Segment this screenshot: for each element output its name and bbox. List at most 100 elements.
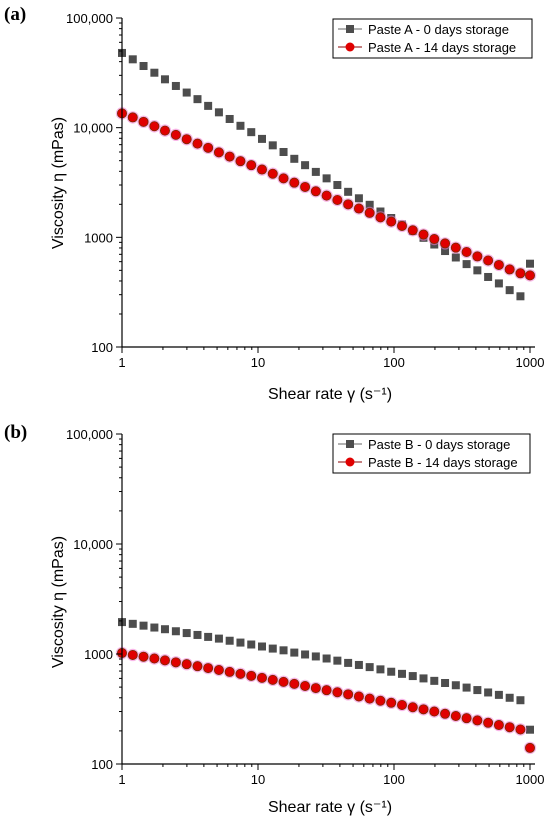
y-tick-label: 1000 [84,647,113,662]
data-point-square [484,272,493,281]
series-2-points [117,648,536,753]
data-point-square [225,114,234,123]
data-point-circle [440,238,451,249]
axis-tick-labels: 1 10 100 1000 100 1000 10,000 100,000 [66,11,544,370]
data-point-square [473,266,482,275]
data-point-circle [213,665,224,676]
data-point-circle [472,251,483,262]
data-point-square [247,128,256,137]
data-point-square [322,174,331,183]
data-point-circle [289,177,300,188]
data-point-square [387,667,396,676]
y-tick-label: 1000 [84,230,113,245]
data-point-circle [267,168,278,179]
data-point-circle [504,264,515,275]
data-point-square [268,644,277,653]
data-point-square [279,646,288,655]
data-point-square [171,81,180,90]
data-point-circle [407,225,418,236]
data-point-square [257,134,266,143]
legend-entry-series-1: Paste A - 0 days storage [338,22,509,37]
y-tick-label: 100,000 [66,427,113,442]
data-point-circle [353,203,364,214]
data-point-square [344,187,353,196]
x-tick-label: 1000 [516,355,545,370]
chart-panel-b: (b) 1 10 100 1000 100 1000 10,000 100,000 Shear… [4,422,544,816]
data-point-square [150,623,159,632]
data-point-square [214,634,223,643]
data-point-circle [246,670,257,681]
legend-label: Paste B - 0 days storage [368,437,510,452]
data-point-square [451,681,460,690]
data-point-circle [138,651,149,662]
data-point-square [182,629,191,638]
data-point-square [214,108,223,117]
data-point-square [516,696,525,705]
data-point-circle [321,685,332,696]
data-point-circle [138,116,149,127]
data-point-circle [278,173,289,184]
x-axis-title: Shear rate γ (s⁻¹) [268,799,392,816]
data-point-square [441,247,450,256]
data-point-circle [203,142,214,153]
data-point-circle [364,693,375,704]
x-tick-label: 100 [383,772,405,787]
data-point-square [301,650,310,659]
data-point-square [365,200,374,209]
legend-square-marker [346,25,354,33]
data-point-circle [343,689,354,700]
data-point-circle [213,147,224,158]
axis-ticks [116,17,531,353]
data-point-square [301,161,310,170]
data-point-circle [203,663,214,674]
data-point-circle [246,160,257,171]
series-2-points [117,108,536,281]
legend-entry-series-1: Paste B - 0 days storage [338,437,510,452]
x-tick-label: 1 [118,355,125,370]
data-point-square [526,259,534,268]
data-point-square [451,253,460,262]
data-point-square [279,147,288,156]
data-marks [115,48,537,301]
data-point-circle [483,717,494,728]
y-axis-title: Viscosity η (mPas) [50,536,67,668]
legend-label: Paste B - 14 days storage [368,455,518,470]
data-point-square [257,642,266,651]
data-point-square [204,632,213,641]
data-point-square [139,62,148,71]
data-point-square [160,625,169,634]
data-point-circle [429,234,440,245]
data-point-circle [149,653,160,664]
data-point-circle [278,676,289,687]
data-point-square [150,68,159,77]
legend-box [332,433,531,474]
data-point-square [247,640,256,649]
legend: Paste A - 0 days storage Paste A - 14 da… [332,18,533,59]
data-point-circle [321,190,332,201]
data-point-square [311,652,320,661]
data-point-circle [472,715,483,726]
data-point-circle [375,212,386,223]
data-point-circle [235,156,246,167]
data-point-square [193,630,202,639]
x-tick-label: 100 [383,355,405,370]
series-1-points [118,48,534,301]
data-point-circle [192,661,203,672]
data-point-circle [450,242,461,253]
data-point-square [128,55,137,64]
data-point-square [365,663,374,672]
data-point-square [344,658,353,667]
data-point-circle [181,134,192,145]
data-point-square [462,260,471,269]
data-point-circle [159,655,170,666]
data-point-circle [386,216,397,227]
data-point-circle [407,702,418,713]
data-point-square [171,627,180,636]
data-point-circle [289,678,300,689]
data-point-circle [440,708,451,719]
y-tick-label: 10,000 [73,121,113,136]
x-tick-label: 10 [251,355,265,370]
data-point-square [505,693,514,702]
data-point-square [236,121,245,130]
y-tick-label: 100 [91,757,113,772]
